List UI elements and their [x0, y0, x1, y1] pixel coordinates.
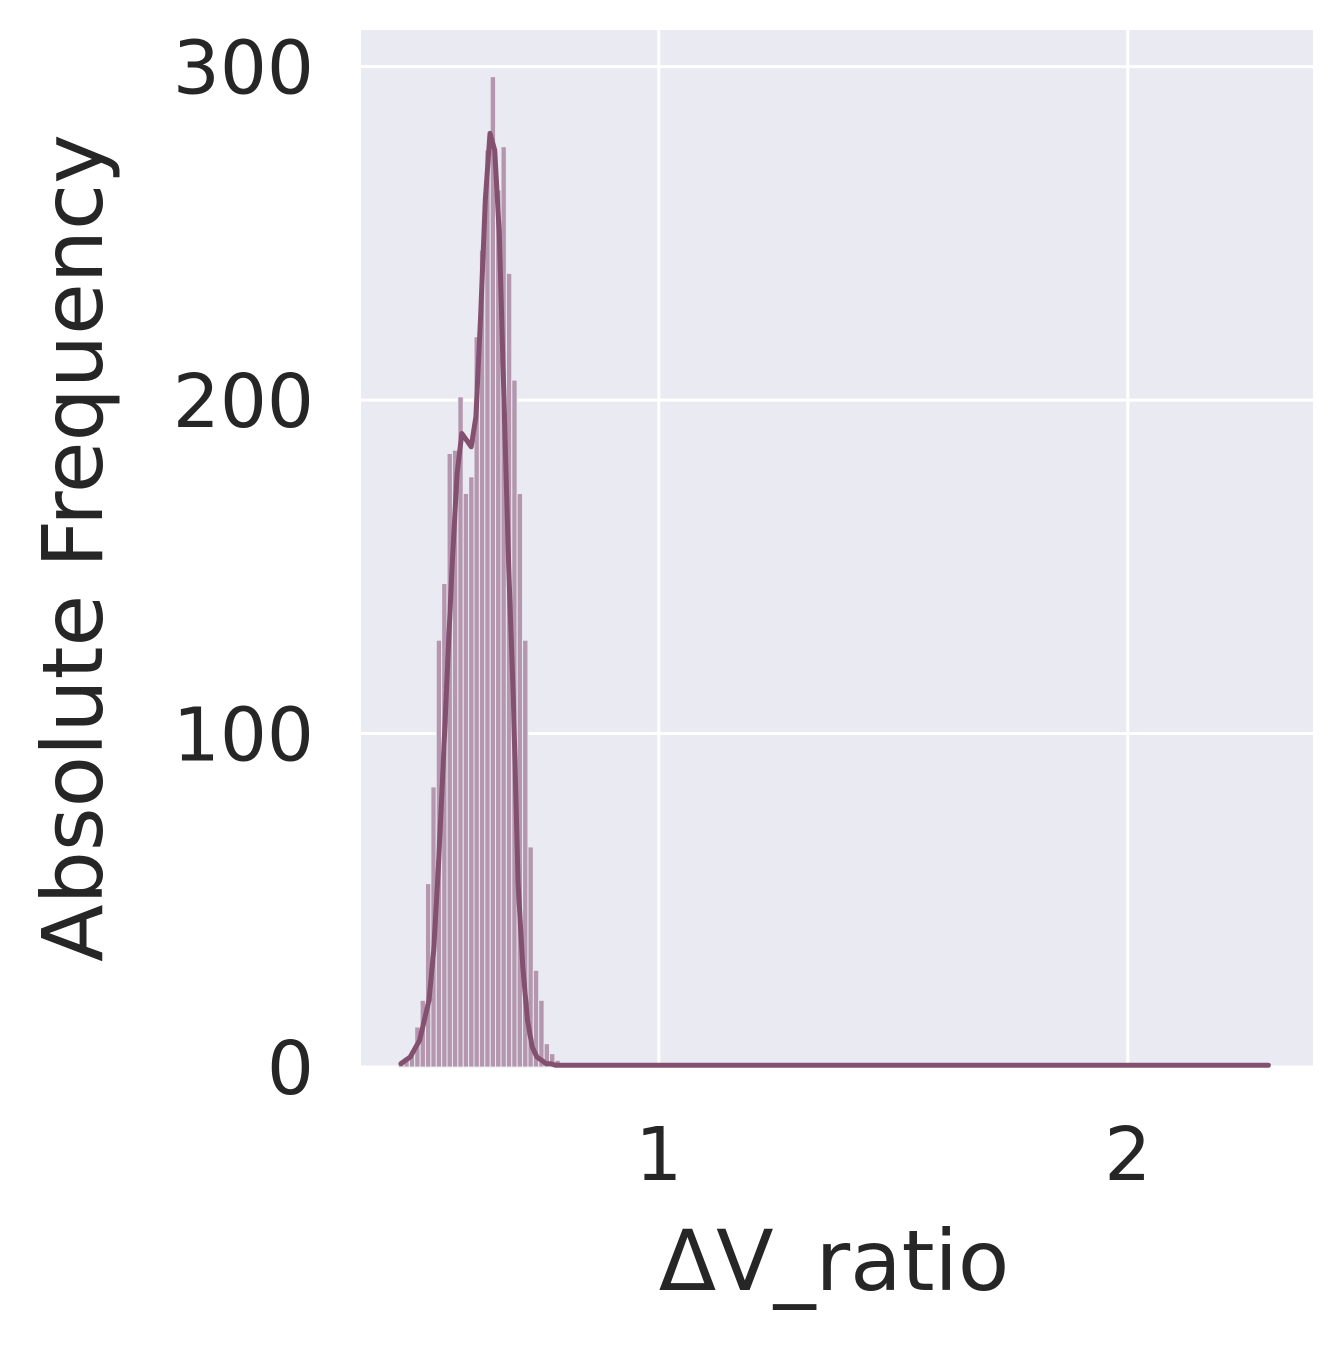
y-tick-label: 200 — [173, 359, 314, 445]
histogram-bar — [484, 149, 491, 1068]
x-tick-label: 2 — [1104, 1112, 1151, 1198]
histogram-bar — [457, 396, 464, 1068]
x-axis-label: ΔV_ratio — [659, 1212, 1010, 1310]
histogram-bar — [468, 476, 475, 1068]
x-tick-label: 1 — [635, 1112, 682, 1198]
histogram-bar — [473, 336, 480, 1068]
y-tick-labels: 0 100 200 300 — [173, 26, 314, 1112]
y-axis-label: Absolute Frequency — [24, 134, 122, 962]
histogram-bar — [538, 999, 545, 1068]
histogram-bar — [527, 846, 534, 1068]
y-tick-label: 100 — [173, 693, 314, 779]
kde-curve — [398, 130, 1271, 1068]
histogram-bar — [489, 76, 497, 1068]
y-tick-label: 0 — [267, 1026, 314, 1112]
y-tick-label: 300 — [173, 26, 314, 112]
histogram-bar — [462, 492, 470, 1068]
